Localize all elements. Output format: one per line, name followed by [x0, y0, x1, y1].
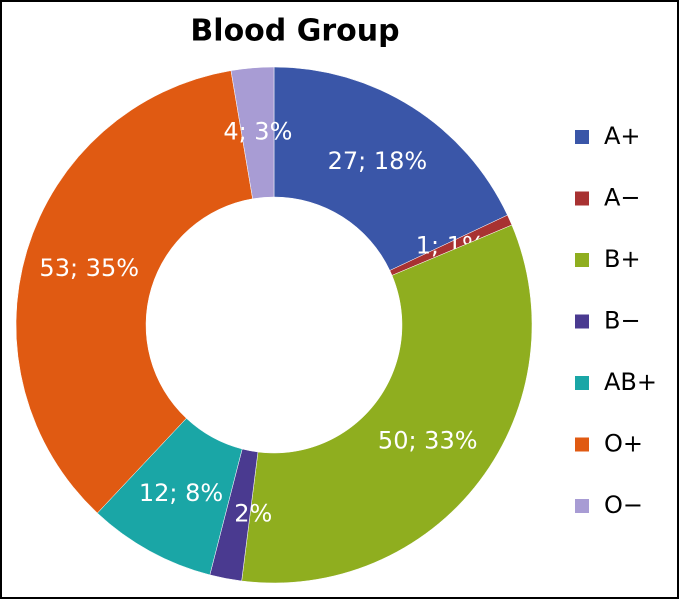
- data-label: 4; 3%: [223, 118, 292, 146]
- legend-swatch: [575, 437, 589, 452]
- legend-label: O+: [604, 430, 643, 458]
- legend-label: O−: [604, 491, 643, 519]
- legend-swatch: [575, 314, 589, 329]
- legend-swatch: [575, 253, 589, 267]
- data-label: 12; 8%: [139, 479, 223, 507]
- data-label: 27; 18%: [328, 147, 428, 175]
- legend-swatch: [575, 130, 589, 144]
- legend-swatch: [575, 191, 589, 206]
- legend-swatch: [575, 376, 589, 390]
- donut-slice: [273, 66, 508, 271]
- legend-label: B+: [604, 245, 641, 273]
- legend-label: B−: [604, 307, 641, 335]
- donut-slice: [230, 66, 275, 200]
- donut-slice: [15, 70, 253, 514]
- legend-swatch: [575, 499, 589, 513]
- data-label: 53; 35%: [39, 254, 139, 282]
- legend-label: AB+: [604, 368, 657, 396]
- donut-slice: [241, 224, 533, 584]
- legend-label: A+: [604, 122, 641, 150]
- chart-title: Blood Group: [190, 14, 399, 49]
- data-label: 50; 33%: [378, 427, 478, 455]
- legend-label: A−: [604, 184, 641, 212]
